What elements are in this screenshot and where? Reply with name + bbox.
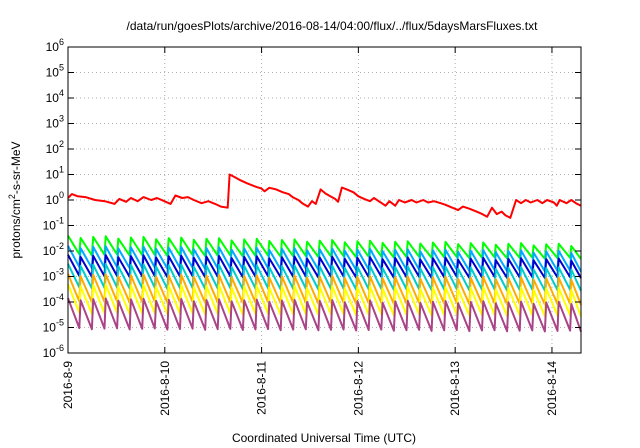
y-tick-label: 101 [46, 165, 64, 182]
x-tick-label: 2016-8-13 [448, 361, 462, 416]
y-tick-label: 105 [46, 63, 64, 80]
y-axis: 10-6 10-5 10-4 10-3 10-2 10-1 100 101 102 103 104 1… [43, 37, 581, 360]
y-axis-title: protons/cm2-s-sr-MeV [7, 141, 23, 258]
y-tick-label: 102 [46, 139, 64, 156]
x-axis: 2016-8-9 2016-8-10 2016-8-11 2016-8-12 2016-… [61, 47, 559, 416]
x-tick-label: 2016-8-14 [545, 361, 559, 416]
y-tick-label: 10-4 [43, 292, 64, 309]
series-line [67, 173, 582, 219]
y-tick-label: 10-5 [43, 318, 64, 335]
x-axis-title: Coordinated Universal Time (UTC) [232, 431, 416, 445]
chart-title: /data/run/goesPlots/archive/2016-08-14/0… [127, 19, 539, 33]
series-group [67, 173, 582, 333]
series-line [67, 297, 582, 333]
x-tick-label: 2016-8-10 [158, 361, 172, 416]
y-tick-label: 106 [46, 37, 64, 54]
y-tick-label: 104 [46, 88, 64, 105]
y-tick-label: 10-6 [43, 343, 64, 360]
y-tick-label: 100 [46, 190, 64, 207]
x-tick-label: 2016-8-9 [61, 361, 75, 409]
series-line [67, 283, 582, 318]
y-tick-label: 10-1 [43, 216, 64, 233]
series-line [67, 235, 582, 260]
y-tick-label: 10-2 [43, 241, 64, 258]
y-tick-label: 103 [46, 114, 64, 131]
x-tick-label: 2016-8-11 [255, 361, 269, 415]
y-tick-label: 10-3 [43, 267, 64, 284]
x-tick-label: 2016-8-12 [351, 361, 365, 416]
y-axis-title-part: protons/cm [9, 199, 23, 258]
